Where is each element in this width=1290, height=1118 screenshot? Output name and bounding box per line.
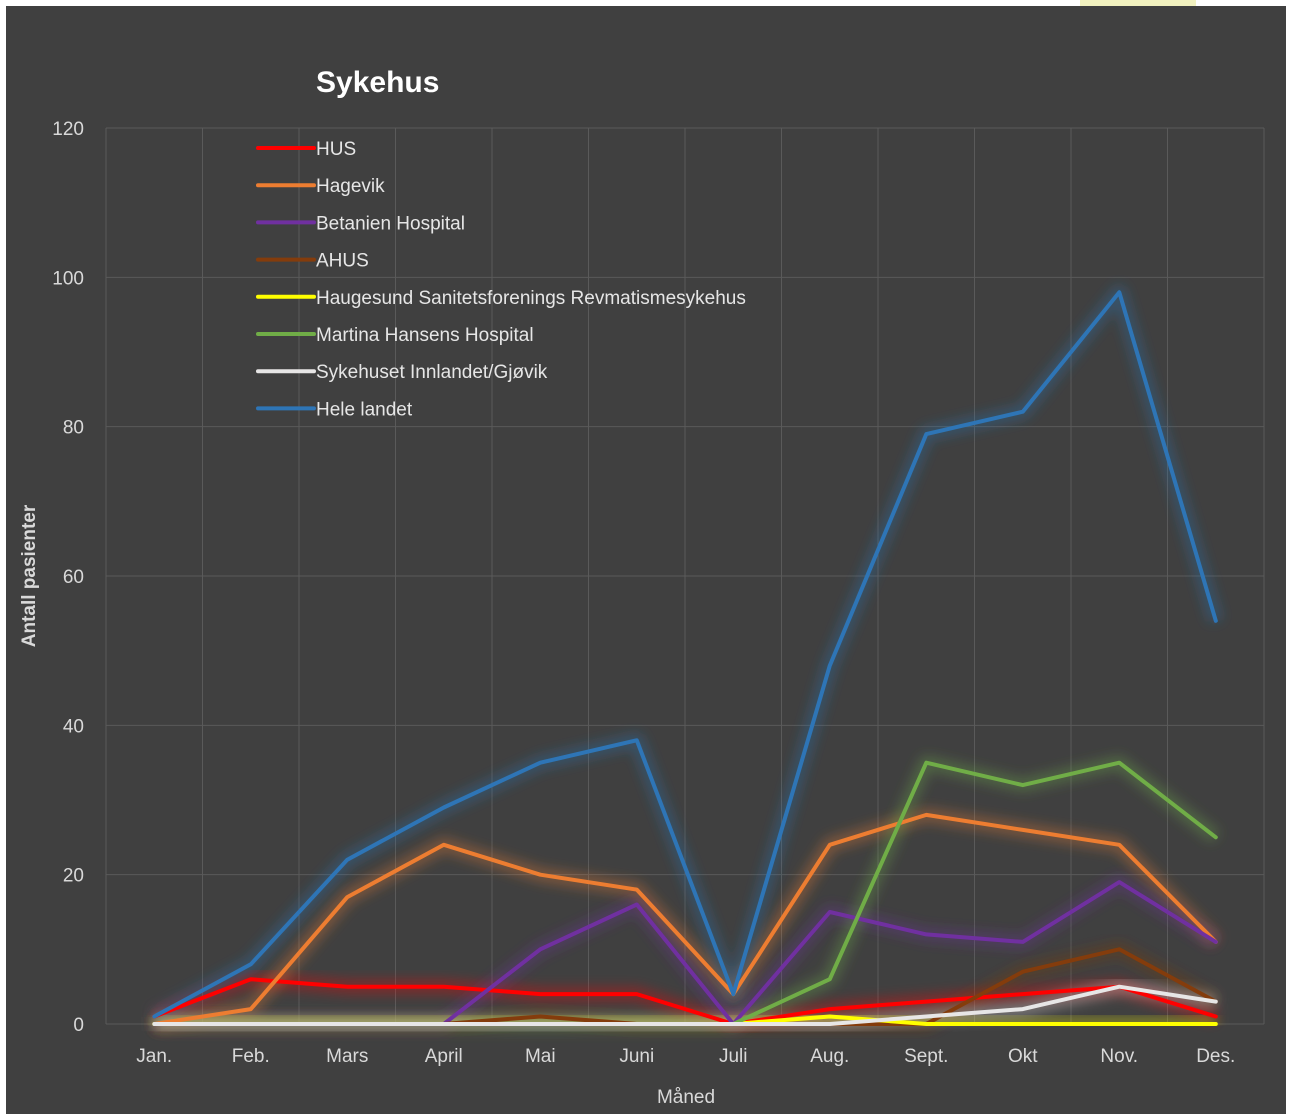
legend-label: AHUS	[316, 251, 369, 272]
x-tick-label: Mars	[326, 1046, 368, 1067]
y-tick-label: 40	[63, 716, 84, 737]
series-line	[152, 812, 1218, 1026]
x-tick-label: Sept.	[904, 1046, 948, 1067]
x-tick-label: Feb.	[232, 1046, 270, 1067]
y-tick-label: 80	[63, 418, 84, 439]
x-axis-label: Måned	[657, 1087, 715, 1108]
corner-mark	[1080, 0, 1196, 6]
x-tick-label: Des.	[1196, 1046, 1235, 1067]
legend-label: HUS	[316, 139, 356, 160]
y-tick-label: 120	[52, 119, 84, 140]
x-tick-label: Nov.	[1100, 1046, 1138, 1067]
axis-ticks: 0 20 40 60 80 100 120 Jan. Feb. Mars April Mai Juni J…	[52, 119, 1235, 1067]
x-tick-label: April	[425, 1046, 463, 1067]
legend-label: Hagevik	[316, 176, 385, 197]
x-tick-label: Okt	[1008, 1046, 1038, 1067]
y-tick-label: 20	[63, 866, 84, 887]
chart-title: Sykehus	[316, 66, 440, 99]
legend: HUS Hagevik Betanien Hospital AHUS Haugesund…	[256, 139, 746, 420]
y-tick-label: 0	[73, 1015, 84, 1036]
series-lines	[152, 290, 1218, 1026]
legend-label: Sykehuset Innlandet/Gjøvik	[316, 362, 548, 383]
x-tick-label: Juni	[619, 1046, 654, 1067]
series-line	[152, 290, 1218, 1019]
grid-lines	[105, 127, 1265, 1025]
legend-label: Haugesund Sanitetsforenings Revmatismesy…	[316, 288, 746, 309]
series-line	[152, 984, 1218, 1026]
x-tick-label: Mai	[525, 1046, 556, 1067]
x-tick-label: Jan.	[136, 1046, 172, 1067]
chart-area	[6, 6, 1286, 1114]
x-tick-label: Juli	[719, 1046, 748, 1067]
y-axis-label: Antall pasienter	[19, 504, 40, 647]
x-tick-label: Aug.	[810, 1046, 849, 1067]
legend-label: Betanien Hospital	[316, 213, 465, 234]
legend-label: Hele landet	[316, 399, 413, 420]
y-tick-label: 60	[63, 567, 84, 588]
y-tick-label: 100	[52, 268, 84, 289]
series-line	[152, 977, 1218, 1026]
legend-label: Martina Hansens Hospital	[316, 325, 534, 346]
